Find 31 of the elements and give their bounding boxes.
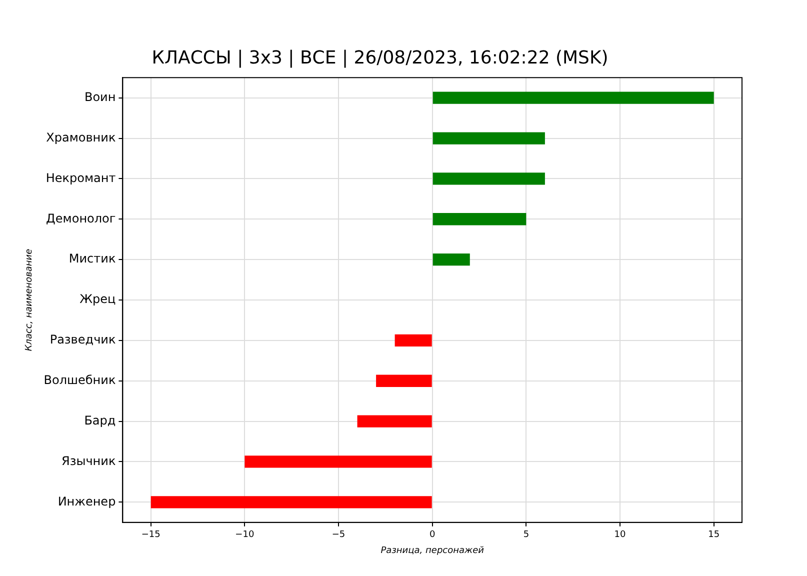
y-tick-label: Язычник	[62, 454, 116, 468]
bar	[432, 213, 526, 226]
bar	[432, 254, 470, 266]
y-tick-label: Бард	[84, 413, 116, 428]
y-tick-label: Разведчик	[50, 332, 116, 347]
x-tick-label: −5	[332, 530, 346, 540]
bar	[376, 374, 432, 387]
y-tick-label: Жрец	[80, 292, 116, 306]
bar	[432, 172, 545, 185]
y-tick-label: Мистик	[68, 252, 116, 266]
x-tick-label: 5	[523, 530, 530, 540]
bar	[357, 415, 432, 428]
bar	[394, 334, 432, 346]
bar	[432, 132, 545, 144]
y-tick-label: Воин	[84, 90, 116, 104]
x-tick-label: 0	[429, 530, 436, 540]
y-tick-label: Храмовник	[46, 130, 116, 144]
bar	[432, 92, 714, 104]
x-axis-title: Разница, персонажей	[380, 546, 484, 556]
bar	[244, 456, 432, 468]
y-tick-label: Инженер	[58, 494, 116, 508]
y-tick-label: Демонолог	[46, 211, 116, 226]
y-axis-title: Класс, наименование	[24, 248, 35, 352]
y-tick-label: Некромант	[46, 170, 116, 185]
chart-title: КЛАССЫ | 3x3 | ВСЕ | 26/08/2023, 16:02:22 (MSK)	[152, 47, 608, 68]
x-tick-label: 15	[708, 530, 720, 540]
x-tick-label: −10	[235, 530, 254, 540]
x-tick-label: 10	[614, 530, 626, 540]
x-tick-label: −15	[141, 530, 160, 540]
y-tick-label: Волшебник	[44, 373, 116, 387]
bar	[150, 496, 432, 508]
